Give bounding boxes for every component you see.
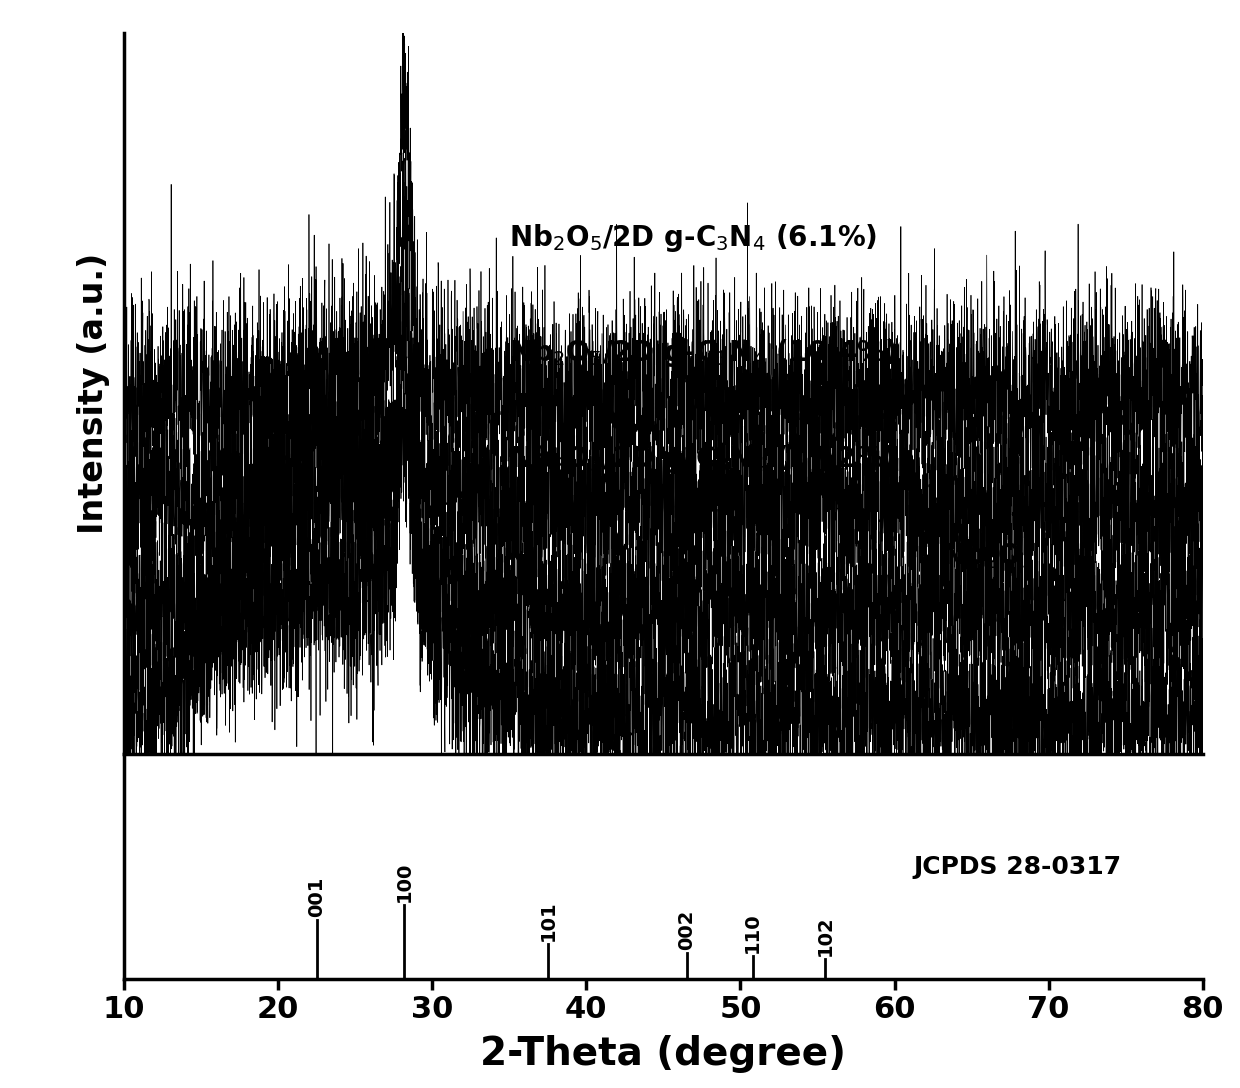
Y-axis label: Intensity (a.u.): Intensity (a.u.) <box>77 252 110 534</box>
Text: 102: 102 <box>816 915 835 955</box>
Text: Nb$_2$O$_5$/2D g-C$_3$N$_4$ (6.1%): Nb$_2$O$_5$/2D g-C$_3$N$_4$ (6.1%) <box>510 222 878 254</box>
Text: 100: 100 <box>396 862 414 902</box>
Text: JCPDS 28-0317: JCPDS 28-0317 <box>914 854 1122 878</box>
Text: 002: 002 <box>677 910 696 950</box>
Text: 110: 110 <box>743 913 763 953</box>
Text: Nb$_2$O$_5$: Nb$_2$O$_5$ <box>941 541 1034 571</box>
X-axis label: 2-Theta (degree): 2-Theta (degree) <box>480 1036 847 1073</box>
Text: Nb$_2$O$_5$/2D g-C$_3$N$_4$ (10.4%): Nb$_2$O$_5$/2D g-C$_3$N$_4$ (10.4%) <box>510 337 897 369</box>
Text: Nb$_2$O$_5$/2D g-C$_3$N$_4$ (17.2%): Nb$_2$O$_5$/2D g-C$_3$N$_4$ (17.2%) <box>510 443 895 475</box>
Text: 101: 101 <box>538 901 557 941</box>
Text: 001: 001 <box>308 876 326 917</box>
